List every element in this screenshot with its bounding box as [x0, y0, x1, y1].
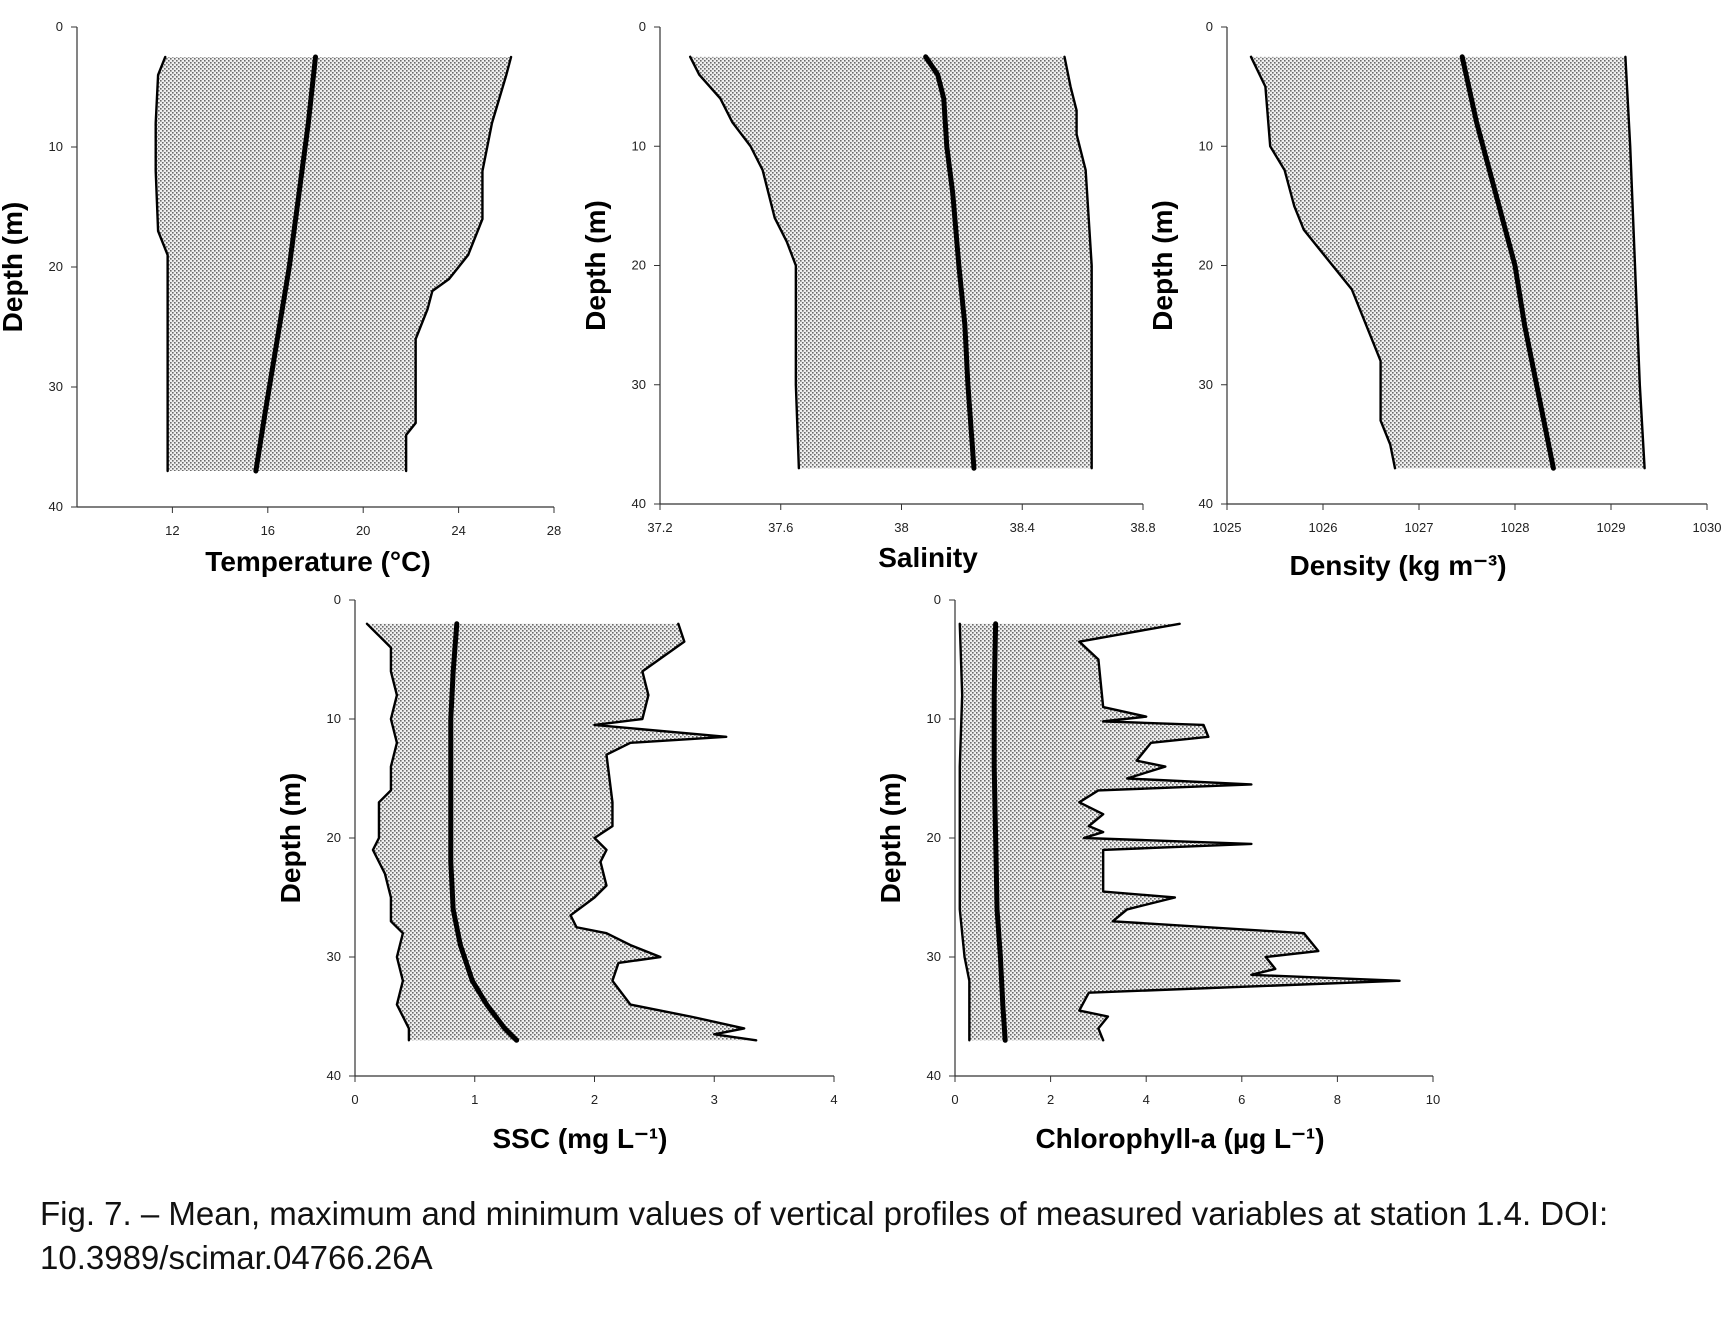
- x-tick-label: 38: [894, 520, 908, 535]
- max-line-ssc: [569, 622, 758, 1042]
- y-tick-label: 10: [927, 711, 941, 726]
- x-tick-label: 6: [1238, 1092, 1245, 1107]
- x-axis-label-chlorophyll: Chlorophyll-a (µg L⁻¹): [1035, 1123, 1324, 1154]
- mean-line-chlorophyll: [991, 621, 1008, 1043]
- x-tick-label: 8: [1334, 1092, 1341, 1107]
- x-tick-label: 10: [1426, 1092, 1440, 1107]
- x-tick-label: 28: [547, 523, 561, 538]
- x-tick-label: 1027: [1405, 520, 1434, 535]
- min-line-chlorophyll: [958, 622, 971, 1042]
- x-tick-label: 0: [951, 1092, 958, 1107]
- y-tick-label: 0: [56, 19, 63, 34]
- figure-caption: Fig. 7. – Mean, maximum and minimum valu…: [40, 1195, 1609, 1276]
- x-tick-label: 1029: [1597, 520, 1626, 535]
- x-tick-label: 20: [356, 523, 370, 538]
- x-axis-label-ssc: SSC (mg L⁻¹): [493, 1123, 668, 1154]
- x-tick-label: 2: [591, 1092, 598, 1107]
- x-tick-label: 1026: [1309, 520, 1338, 535]
- x-tick-label: 1025: [1213, 520, 1242, 535]
- x-tick-label: 4: [1143, 1092, 1150, 1107]
- y-axis-label-temperature: Depth (m): [0, 202, 28, 333]
- y-tick-label: 30: [49, 379, 63, 394]
- mean-line-density: [1459, 54, 1556, 471]
- x-tick-label: 38.8: [1130, 520, 1155, 535]
- y-axis-label-salinity: Depth (m): [580, 200, 611, 331]
- y-tick-label: 40: [49, 499, 63, 514]
- x-tick-label: 1028: [1501, 520, 1530, 535]
- range-fill-density: [1251, 56, 1645, 469]
- x-tick-label: 16: [261, 523, 275, 538]
- y-tick-label: 30: [327, 949, 341, 964]
- min-line-salinity: [688, 55, 801, 470]
- y-tick-label: 40: [327, 1068, 341, 1083]
- y-tick-label: 20: [49, 259, 63, 274]
- mean-line-ssc: [448, 621, 520, 1043]
- x-tick-label: 37.2: [647, 520, 672, 535]
- x-axis-label-density: Density (kg m⁻³): [1289, 550, 1506, 581]
- max-line-density: [1624, 55, 1646, 470]
- x-axis-label-temperature: Temperature (°C): [205, 546, 430, 577]
- mean-line-temperature: [253, 54, 318, 474]
- y-tick-label: 20: [1199, 258, 1213, 273]
- x-tick-label: 4: [830, 1092, 837, 1107]
- mean-line-salinity: [923, 54, 977, 471]
- range-fill-temperature: [155, 57, 512, 471]
- y-axis-label-density: Depth (m): [1147, 200, 1178, 331]
- y-axis-label-chlorophyll: Depth (m): [875, 773, 906, 904]
- x-tick-label: 24: [451, 523, 465, 538]
- y-tick-label: 30: [632, 377, 646, 392]
- x-tick-label: 38.4: [1010, 520, 1035, 535]
- y-tick-label: 30: [1199, 377, 1213, 392]
- y-tick-label: 20: [927, 830, 941, 845]
- panel-chlorophyll: 0 10 20 30 40 0 2 4 6 8 10 Depth (m) Chlorophyll-a (…: [875, 592, 1440, 1154]
- max-line-salinity: [1063, 55, 1093, 470]
- range-fill-salinity: [690, 56, 1092, 469]
- y-tick-label: 0: [639, 19, 646, 34]
- x-tick-label: 3: [711, 1092, 718, 1107]
- max-line-chlorophyll: [1078, 622, 1401, 1042]
- y-tick-label: 40: [1199, 496, 1213, 511]
- x-tick-label: 0: [351, 1092, 358, 1107]
- y-tick-label: 0: [334, 592, 341, 607]
- y-tick-label: 40: [927, 1068, 941, 1083]
- y-tick-label: 10: [49, 139, 63, 154]
- panel-ssc: 0 10 20 30 40 0 1 2 3 4 Depth (m) SSC (mg L⁻¹): [275, 592, 838, 1154]
- x-tick-label: 1030: [1693, 520, 1722, 535]
- x-tick-label: 1: [471, 1092, 478, 1107]
- x-tick-label: 37.6: [768, 520, 793, 535]
- y-tick-label: 20: [327, 830, 341, 845]
- y-tick-label: 10: [632, 138, 646, 153]
- y-tick-label: 40: [632, 496, 646, 511]
- min-line-ssc: [365, 622, 411, 1042]
- y-axis-label-ssc: Depth (m): [275, 773, 306, 904]
- x-axis-label-salinity: Salinity: [878, 542, 978, 573]
- min-line-temperature: [154, 55, 169, 473]
- y-tick-label: 10: [327, 711, 341, 726]
- y-tick-label: 0: [1206, 19, 1213, 34]
- y-tick-label: 10: [1199, 138, 1213, 153]
- x-tick-label: 12: [165, 523, 179, 538]
- x-tick-label: 2: [1047, 1092, 1054, 1107]
- y-tick-label: 30: [927, 949, 941, 964]
- min-line-density: [1249, 55, 1397, 470]
- range-fill-ssc: [366, 623, 757, 1041]
- range-fill-chlorophyll: [959, 623, 1400, 1041]
- max-line-temperature: [404, 55, 513, 473]
- panel-temperature: 0 10 20 30 40 12 16 20 24 28 Depth (m) Temperature …: [0, 19, 561, 577]
- y-tick-label: 20: [632, 258, 646, 273]
- y-tick-label: 0: [934, 592, 941, 607]
